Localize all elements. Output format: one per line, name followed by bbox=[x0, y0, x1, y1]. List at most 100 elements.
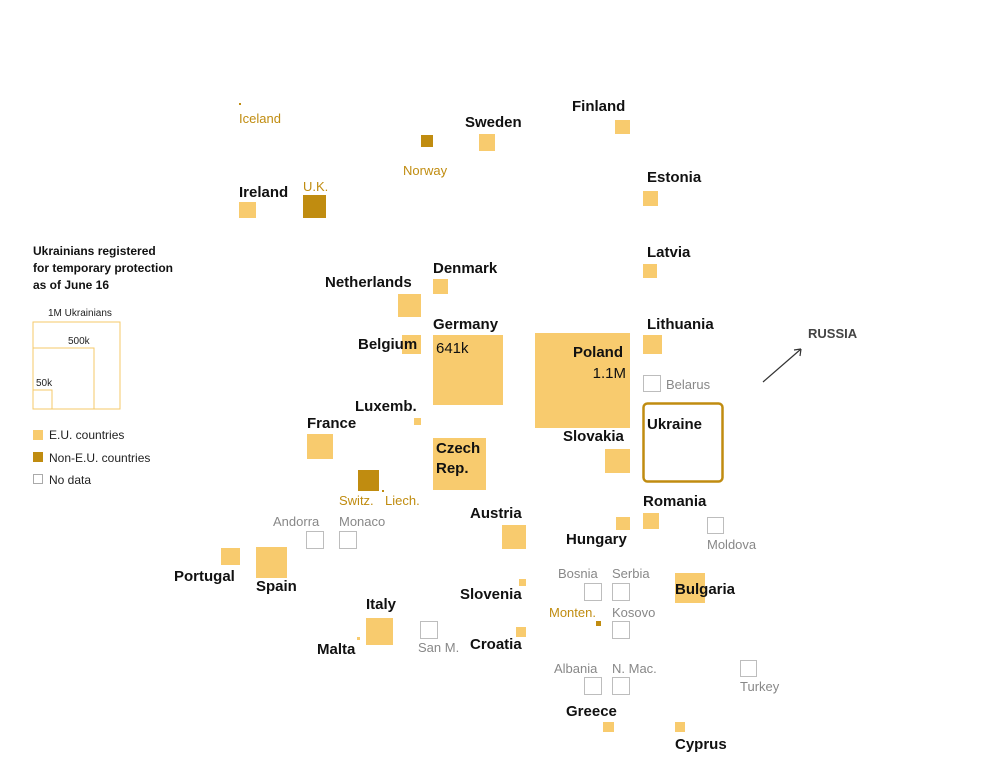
square-luxembourg[interactable] bbox=[414, 418, 421, 425]
label-monaco: Monaco bbox=[339, 514, 385, 529]
square-netherlands[interactable] bbox=[398, 294, 421, 317]
label-serbia: Serbia bbox=[612, 566, 650, 581]
label-north-macedonia: N. Mac. bbox=[612, 661, 657, 676]
label-germany: Germany bbox=[433, 316, 499, 333]
legend-title-line-1: Ukrainians registered bbox=[33, 244, 156, 258]
square-uk[interactable] bbox=[303, 195, 326, 218]
square-ireland[interactable] bbox=[239, 202, 256, 218]
label-slovenia: Slovenia bbox=[460, 586, 522, 603]
square-denmark[interactable] bbox=[433, 279, 448, 294]
legend-title-line-2: for temporary protection bbox=[33, 261, 173, 275]
label-sweden: Sweden bbox=[465, 114, 522, 131]
label-portugal: Portugal bbox=[174, 568, 235, 585]
label-lithuania: Lithuania bbox=[647, 316, 714, 333]
square-france[interactable] bbox=[307, 434, 333, 459]
label-latvia: Latvia bbox=[647, 244, 691, 261]
legend: Ukrainians registered for temporary prot… bbox=[32, 244, 173, 487]
label-greece: Greece bbox=[566, 703, 617, 720]
square-germany[interactable] bbox=[433, 335, 503, 405]
square-malta[interactable] bbox=[357, 637, 360, 640]
square-italy[interactable] bbox=[366, 618, 393, 645]
square-bulgaria[interactable] bbox=[675, 573, 705, 603]
square-estonia[interactable] bbox=[643, 191, 658, 206]
label-liechtenstein: Liech. bbox=[385, 493, 420, 508]
square-portugal[interactable] bbox=[221, 548, 240, 565]
label-romania: Romania bbox=[643, 493, 707, 510]
square-slovenia[interactable] bbox=[519, 579, 526, 586]
label-turkey: Turkey bbox=[740, 679, 780, 694]
square-bosnia[interactable] bbox=[584, 583, 602, 601]
label-malta: Malta bbox=[317, 641, 356, 658]
square-kosovo[interactable] bbox=[612, 621, 630, 639]
legend-size-50k-square bbox=[32, 389, 53, 410]
legend-size-500k-square bbox=[32, 347, 95, 410]
label-norway: Norway bbox=[403, 163, 448, 178]
legend-title-line-3: as of June 16 bbox=[33, 278, 109, 292]
russia-pointer: RUSSIA bbox=[762, 326, 858, 383]
label-czech-line-1: Czech bbox=[436, 440, 480, 457]
square-finland[interactable] bbox=[615, 120, 630, 134]
poland-value-label: 1.1M bbox=[593, 365, 626, 382]
square-san-marino[interactable] bbox=[420, 621, 438, 639]
square-lithuania[interactable] bbox=[643, 335, 662, 354]
label-belarus: Belarus bbox=[666, 377, 711, 392]
legend-size-1m-label: 1M Ukrainians bbox=[48, 308, 112, 319]
square-monaco[interactable] bbox=[339, 531, 357, 549]
square-montenegro[interactable] bbox=[596, 621, 601, 626]
russia-arrowhead-icon bbox=[793, 348, 802, 357]
square-albania[interactable] bbox=[584, 677, 602, 695]
square-iceland[interactable] bbox=[239, 103, 241, 105]
legend-non-eu-swatch bbox=[33, 452, 43, 462]
russia-label: RUSSIA bbox=[808, 326, 858, 341]
label-san-marino: San M. bbox=[418, 640, 459, 655]
label-bosnia: Bosnia bbox=[558, 566, 599, 581]
label-poland: Poland bbox=[573, 344, 623, 361]
square-spain[interactable] bbox=[256, 547, 287, 578]
square-ukraine[interactable] bbox=[642, 402, 724, 483]
square-romania[interactable] bbox=[643, 513, 659, 529]
square-latvia[interactable] bbox=[643, 264, 657, 278]
label-ireland: Ireland bbox=[239, 184, 288, 201]
legend-size-50k-label: 50k bbox=[36, 378, 53, 389]
label-france: France bbox=[307, 415, 356, 432]
square-greece[interactable] bbox=[603, 722, 614, 732]
label-slovakia: Slovakia bbox=[563, 428, 625, 445]
square-switzerland[interactable] bbox=[358, 470, 379, 491]
label-belgium: Belgium bbox=[358, 336, 417, 353]
square-serbia[interactable] bbox=[612, 583, 630, 601]
square-hungary[interactable] bbox=[616, 517, 630, 530]
label-iceland: Iceland bbox=[239, 111, 281, 126]
square-austria[interactable] bbox=[502, 525, 526, 549]
label-hungary: Hungary bbox=[566, 531, 628, 548]
square-belgium[interactable] bbox=[402, 335, 421, 354]
legend-eu-swatch bbox=[33, 430, 43, 440]
square-poland[interactable] bbox=[535, 333, 630, 428]
russia-arrow-line bbox=[762, 348, 802, 383]
square-belarus[interactable] bbox=[643, 375, 661, 392]
legend-no-data-swatch bbox=[33, 474, 43, 484]
square-turkey[interactable] bbox=[740, 660, 757, 677]
germany-value-label: 641k bbox=[436, 340, 469, 357]
label-czech-line-2: Rep. bbox=[436, 460, 469, 477]
label-croatia: Croatia bbox=[470, 636, 522, 653]
legend-eu-label: E.U. countries bbox=[49, 428, 124, 442]
legend-size-500k-label: 500k bbox=[68, 336, 91, 347]
square-liechtenstein[interactable] bbox=[382, 490, 384, 492]
label-ukraine: Ukraine bbox=[647, 416, 702, 433]
square-norway[interactable] bbox=[421, 135, 433, 147]
label-albania: Albania bbox=[554, 661, 598, 676]
label-bulgaria: Bulgaria bbox=[675, 581, 736, 598]
square-cyprus[interactable] bbox=[675, 722, 685, 732]
square-north-macedonia[interactable] bbox=[612, 677, 630, 695]
label-kosovo: Kosovo bbox=[612, 605, 655, 620]
label-moldova: Moldova bbox=[707, 537, 757, 552]
country-labels: Iceland Norway U.K. Switz. Liech. Monten… bbox=[174, 98, 780, 753]
square-slovakia[interactable] bbox=[605, 449, 630, 473]
square-croatia[interactable] bbox=[516, 627, 526, 637]
legend-non-eu-label: Non-E.U. countries bbox=[49, 451, 150, 465]
square-czech-rep[interactable] bbox=[433, 438, 486, 490]
square-sweden[interactable] bbox=[479, 134, 495, 151]
square-andorra[interactable] bbox=[306, 531, 324, 549]
label-cyprus: Cyprus bbox=[675, 736, 727, 753]
square-moldova[interactable] bbox=[707, 517, 724, 534]
